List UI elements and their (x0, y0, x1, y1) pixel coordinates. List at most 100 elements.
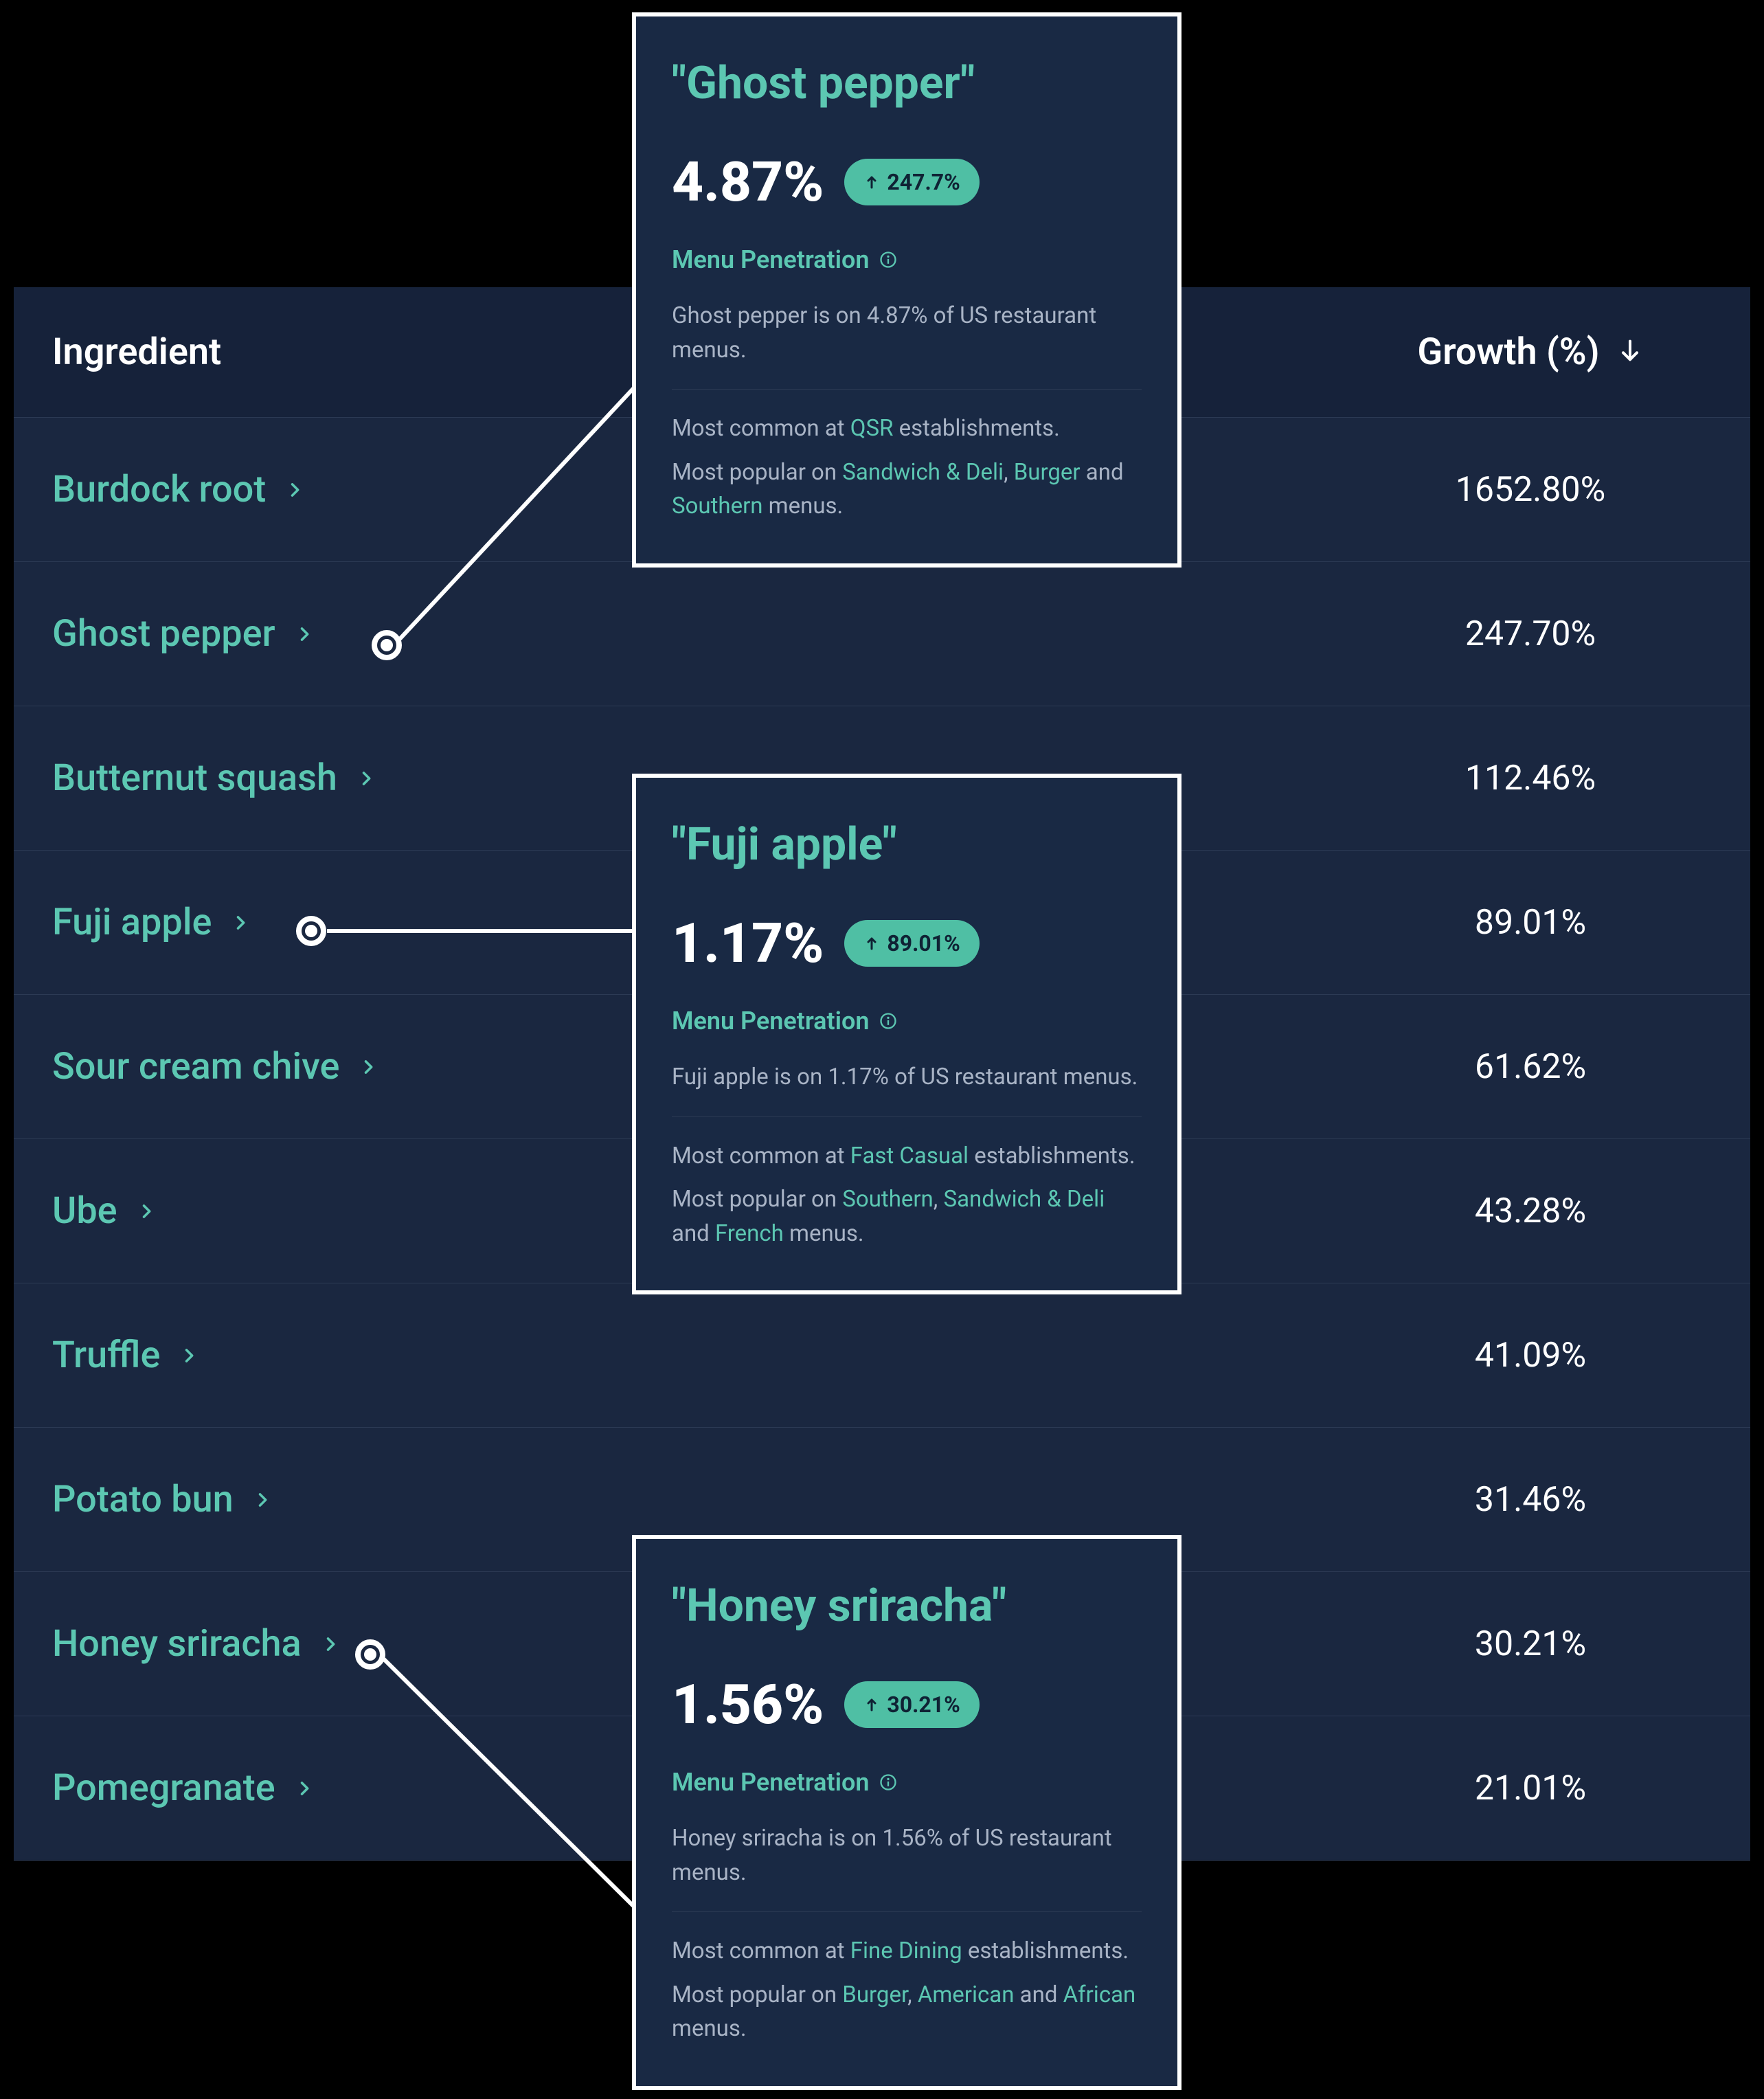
callout-dot (372, 630, 402, 660)
ingredient-cell[interactable]: Potato bun (14, 1478, 1311, 1521)
chevron-right-icon (179, 1341, 199, 1370)
popover-title: "Fuji apple" (672, 811, 1142, 879)
ingredient-label: Pomegranate (52, 1766, 275, 1810)
ingredient-popover: "Ghost pepper" 4.87% 247.7% Menu Penetratio… (632, 12, 1181, 568)
establishment-link[interactable]: Fast Casual (850, 1143, 969, 1169)
growth-cell: 112.46% (1311, 759, 1750, 798)
column-header-ingredient-label: Ingredient (52, 330, 221, 374)
ingredient-label: Sour cream chive (52, 1045, 339, 1088)
growth-value: 21.01% (1475, 1769, 1586, 1808)
growth-cell: 31.46% (1311, 1480, 1750, 1520)
column-header-growth[interactable]: Growth (%) (1311, 330, 1750, 374)
info-icon[interactable] (879, 1011, 898, 1031)
popover-penetration-pct: 4.87% (672, 141, 824, 223)
growth-badge: 30.21% (844, 1681, 979, 1728)
growth-cell: 30.21% (1311, 1624, 1750, 1664)
growth-badge-value: 89.01% (887, 927, 960, 960)
growth-value: 89.01% (1475, 903, 1586, 943)
ingredient-cell[interactable]: Truffle (14, 1334, 1311, 1377)
arrow-up-icon (863, 1696, 880, 1713)
growth-value: 61.62% (1475, 1047, 1586, 1087)
popover-sub-label: Menu Penetration (672, 241, 869, 278)
callout-dot (296, 916, 326, 946)
menu-type-link[interactable]: African (1063, 1982, 1136, 2008)
chevron-right-icon (285, 475, 304, 504)
ingredient-popover: "Fuji apple" 1.17% 89.01% Menu Penetration F… (632, 774, 1181, 1294)
growth-cell: 61.62% (1311, 1047, 1750, 1087)
popover-pct-row: 1.17% 89.01% (672, 902, 1142, 985)
popover-pct-row: 1.56% 30.21% (672, 1663, 1142, 1746)
growth-value: 31.46% (1475, 1480, 1586, 1520)
popover-sub: Menu Penetration (672, 1764, 1142, 1801)
popover-body-penetration: Ghost pepper is on 4.87% of US restauran… (672, 299, 1142, 367)
growth-cell: 21.01% (1311, 1769, 1750, 1808)
ingredient-label: Butternut squash (52, 756, 337, 800)
popover-body-penetration: Honey sriracha is on 1.56% of US restaur… (672, 1821, 1142, 1889)
popover-penetration-pct: 1.56% (672, 1663, 824, 1746)
popover-body-popular: Most popular on Southern, Sandwich & Del… (672, 1182, 1142, 1250)
chevron-right-icon (359, 1053, 378, 1081)
ingredient-label: Fuji apple (52, 901, 212, 944)
popover-body-penetration: Fuji apple is on 1.17% of US restaurant … (672, 1060, 1142, 1095)
growth-value: 41.09% (1475, 1336, 1586, 1376)
chevron-right-icon (231, 908, 250, 937)
popover-body-common: Most common at QSR establishments. (672, 412, 1142, 446)
column-header-growth-label: Growth (%) (1417, 330, 1599, 374)
growth-badge-value: 30.21% (887, 1688, 960, 1721)
chevron-right-icon (295, 620, 314, 649)
establishment-link[interactable]: Fine Dining (850, 1938, 962, 1964)
popover-penetration-pct: 1.17% (672, 902, 824, 985)
menu-type-link[interactable]: Southern (842, 1186, 933, 1213)
menu-type-link[interactable]: Burger (842, 1982, 907, 2008)
growth-value: 112.46% (1465, 759, 1596, 798)
popover-sub: Menu Penetration (672, 241, 1142, 278)
growth-value: 1652.80% (1456, 470, 1605, 510)
arrow-up-icon (863, 174, 880, 190)
growth-value: 247.70% (1465, 614, 1596, 654)
info-icon[interactable] (879, 1773, 898, 1792)
growth-cell: 1652.80% (1311, 470, 1750, 510)
growth-badge-value: 247.7% (887, 166, 960, 199)
growth-badge: 247.7% (844, 159, 979, 205)
callout-dot (355, 1639, 385, 1670)
popover-title: "Ghost pepper" (672, 49, 1142, 117)
growth-value: 30.21% (1475, 1624, 1586, 1664)
growth-cell: 43.28% (1311, 1191, 1750, 1231)
growth-cell: 41.09% (1311, 1336, 1750, 1376)
ingredient-popover: "Honey sriracha" 1.56% 30.21% Menu Penetrat… (632, 1535, 1181, 2090)
popover-body-popular: Most popular on Sandwich & Deli, Burger … (672, 456, 1142, 524)
menu-type-link[interactable]: Sandwich & Deli (943, 1186, 1105, 1213)
menu-type-link[interactable]: Burger (1014, 459, 1081, 486)
popover-pct-row: 4.87% 247.7% (672, 141, 1142, 223)
sort-desc-icon (1616, 330, 1644, 374)
popover-title: "Honey sriracha" (672, 1572, 1142, 1640)
table-row[interactable]: Truffle 41.09% (14, 1283, 1750, 1428)
popover-body-common: Most common at Fast Casual establishment… (672, 1139, 1142, 1174)
growth-cell: 247.70% (1311, 614, 1750, 654)
chevron-right-icon (357, 764, 376, 793)
table-row[interactable]: Ghost pepper 247.70% (14, 562, 1750, 706)
ingredient-label: Burdock root (52, 468, 266, 511)
popover-sub-label: Menu Penetration (672, 1002, 869, 1040)
ingredient-cell[interactable]: Ghost pepper (14, 612, 1311, 655)
info-icon[interactable] (879, 250, 898, 269)
ingredient-label: Honey sriracha (52, 1622, 302, 1665)
popover-sub-label: Menu Penetration (672, 1764, 869, 1801)
popover-body-common: Most common at Fine Dining establishment… (672, 1934, 1142, 1968)
menu-type-link[interactable]: Southern (672, 493, 762, 519)
arrow-up-icon (863, 935, 880, 952)
chevron-right-icon (253, 1485, 272, 1514)
growth-cell: 89.01% (1311, 903, 1750, 943)
chevron-right-icon (321, 1630, 340, 1659)
growth-badge: 89.01% (844, 920, 979, 967)
ingredient-label: Potato bun (52, 1478, 234, 1521)
establishment-link[interactable]: QSR (850, 415, 894, 442)
chevron-right-icon (295, 1774, 314, 1803)
menu-type-link[interactable]: Sandwich & Deli (842, 459, 1004, 486)
ingredient-label: Truffle (52, 1334, 160, 1377)
ingredient-label: Ube (52, 1189, 117, 1233)
menu-type-link[interactable]: American (918, 1982, 1015, 2008)
menu-type-link[interactable]: French (715, 1220, 784, 1247)
popover-body-popular: Most popular on Burger, American and Afr… (672, 1978, 1142, 2046)
growth-value: 43.28% (1475, 1191, 1586, 1231)
